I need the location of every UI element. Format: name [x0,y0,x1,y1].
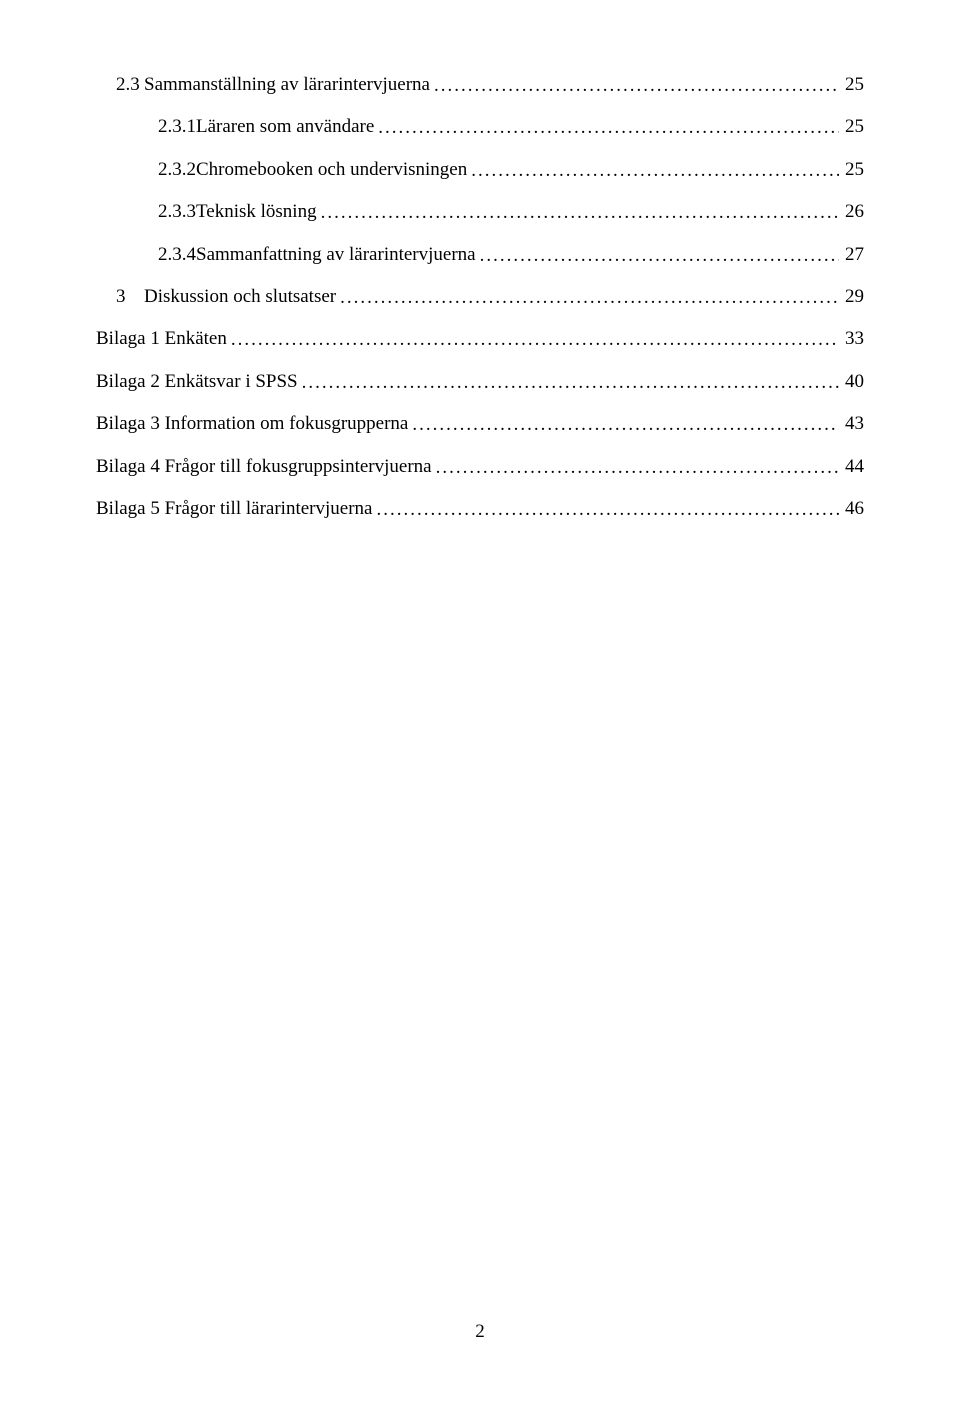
toc-entry[interactable]: 3 Diskussion och slutsatser 29 [96,282,864,312]
page-number: 2 [0,1321,960,1343]
toc-entry[interactable]: Bilaga 1 Enkäten 33 [96,324,864,354]
toc-entry-title: Bilaga 5 Frågor till lärarintervjuerna [96,494,376,524]
toc-leader-dots [376,495,839,525]
toc-entry-page: 25 [839,155,864,185]
toc-entry-title: Chromebooken och undervisningen [196,155,471,185]
toc-entry[interactable]: 2.3.1 Läraren som användare 25 [96,112,864,142]
toc-entry-title: Bilaga 2 Enkätsvar i SPSS [96,367,302,397]
toc-entry-title: Läraren som användare [196,112,378,142]
toc-entry[interactable]: 2.3 Sammanställning av lärarintervjuerna… [96,70,864,100]
toc-leader-dots [412,410,839,440]
toc-entry-title: Diskussion och slutsatser [144,282,340,312]
toc-entry[interactable]: Bilaga 2 Enkätsvar i SPSS 40 [96,367,864,397]
toc-leader-dots [480,241,839,271]
toc-entry[interactable]: 2.3.4 Sammanfattning av lärarintervjuern… [96,240,864,270]
toc-leader-dots [471,156,839,186]
toc-entry-number: 2.3 [96,70,144,100]
toc-leader-dots [340,283,839,313]
toc-entry[interactable]: Bilaga 3 Information om fokusgrupperna 4… [96,409,864,439]
toc-entry-title: Sammanställning av lärarintervjuerna [144,70,434,100]
toc-entry-page: 29 [839,282,864,312]
table-of-contents: 2.3 Sammanställning av lärarintervjuerna… [96,70,864,524]
toc-leader-dots [434,71,839,101]
toc-entry-page: 25 [839,112,864,142]
toc-entry[interactable]: Bilaga 4 Frågor till fokusgruppsintervju… [96,452,864,482]
toc-entry-page: 43 [839,409,864,439]
toc-entry-page: 25 [839,70,864,100]
toc-entry-page: 46 [839,494,864,524]
toc-entry-title: Bilaga 4 Frågor till fokusgruppsintervju… [96,452,436,482]
toc-entry-page: 44 [839,452,864,482]
toc-entry-title: Sammanfattning av lärarintervjuerna [196,240,480,270]
toc-leader-dots [302,368,839,398]
toc-leader-dots [321,198,839,228]
toc-entry-page: 33 [839,324,864,354]
toc-entry[interactable]: 2.3.3 Teknisk lösning 26 [96,197,864,227]
toc-entry-number: 2.3.2 [96,155,196,185]
toc-entry-number: 3 [96,282,144,312]
toc-entry[interactable]: 2.3.2 Chromebooken och undervisningen 25 [96,155,864,185]
toc-entry[interactable]: Bilaga 5 Frågor till lärarintervjuerna 4… [96,494,864,524]
toc-entry-title: Bilaga 1 Enkäten [96,324,231,354]
toc-entry-number: 2.3.3 [96,197,196,227]
toc-leader-dots [378,113,839,143]
toc-entry-page: 27 [839,240,864,270]
toc-entry-page: 40 [839,367,864,397]
toc-leader-dots [436,453,839,483]
toc-entry-title: Bilaga 3 Information om fokusgrupperna [96,409,412,439]
toc-entry-number: 2.3.4 [96,240,196,270]
toc-leader-dots [231,325,839,355]
toc-entry-number: 2.3.1 [96,112,196,142]
toc-entry-page: 26 [839,197,864,227]
toc-entry-title: Teknisk lösning [196,197,321,227]
